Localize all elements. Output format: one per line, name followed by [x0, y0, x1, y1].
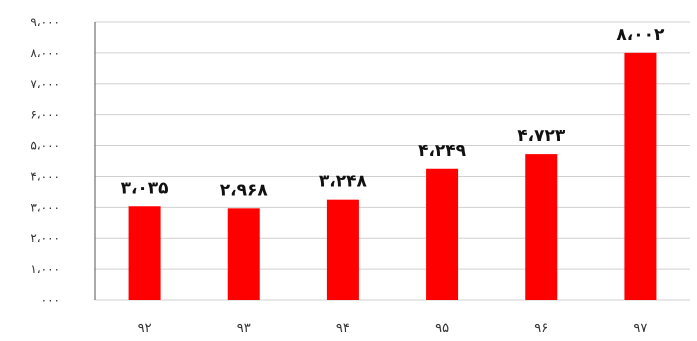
data-label: ۴،۷۲۳	[517, 126, 566, 146]
y-tick-label: ۲،۰۰۰	[30, 231, 60, 245]
x-tick-label: ۹۴	[336, 321, 350, 336]
bar	[128, 206, 161, 300]
x-tick-layer: ۹۲ ۹۳ ۹۴ ۹۵ ۹۶ ۹۷	[138, 321, 648, 336]
grid-layer	[94, 21, 690, 301]
y-tick-label: ۳،۰۰۰	[30, 200, 60, 214]
x-tick-label: ۹۶	[534, 321, 548, 336]
data-label: ۴،۲۴۹	[418, 141, 467, 161]
y-tick-label: ۶،۰۰۰	[30, 108, 60, 122]
y-tick-label: ۹،۰۰۰	[30, 15, 60, 29]
x-tick-label: ۹۲	[138, 321, 152, 336]
y-tick-label: ۷،۰۰۰	[30, 77, 60, 91]
bar	[624, 52, 657, 300]
bar	[326, 199, 359, 300]
x-tick-label: ۹۵	[435, 321, 449, 336]
data-label: ۳،۲۴۸	[319, 172, 368, 192]
x-tick-label: ۹۳	[237, 321, 251, 336]
bar	[227, 208, 260, 300]
data-label-layer: ۳،۰۳۵ ۲،۹۶۸ ۳،۲۴۸ ۴،۲۴۹ ۴،۷۲۳ ۸،۰۰۲	[121, 25, 665, 200]
bar	[525, 154, 558, 300]
data-label: ۳،۰۳۵	[121, 178, 169, 198]
data-label: ۲،۹۶۸	[220, 180, 269, 200]
x-tick-label: ۹۷	[633, 321, 647, 336]
y-tick-label: ۱،۰۰۰	[30, 262, 60, 276]
y-tick-layer: ۰۰۰ ۱،۰۰۰ ۲،۰۰۰ ۳،۰۰۰ ۴،۰۰۰ ۵،۰۰۰ ۶،۰۰۰ ۷،۰۰۰ ۸،…	[30, 15, 60, 307]
y-tick-label: ۵،۰۰۰	[30, 139, 60, 153]
data-label: ۸،۰۰۲	[616, 25, 665, 45]
y-tick-label: ۴،۰۰۰	[30, 169, 60, 183]
bar-layer	[128, 52, 657, 300]
y-tick-label: ۰۰۰	[41, 293, 60, 307]
y-tick-label: ۸،۰۰۰	[30, 46, 60, 60]
bar	[426, 168, 459, 300]
